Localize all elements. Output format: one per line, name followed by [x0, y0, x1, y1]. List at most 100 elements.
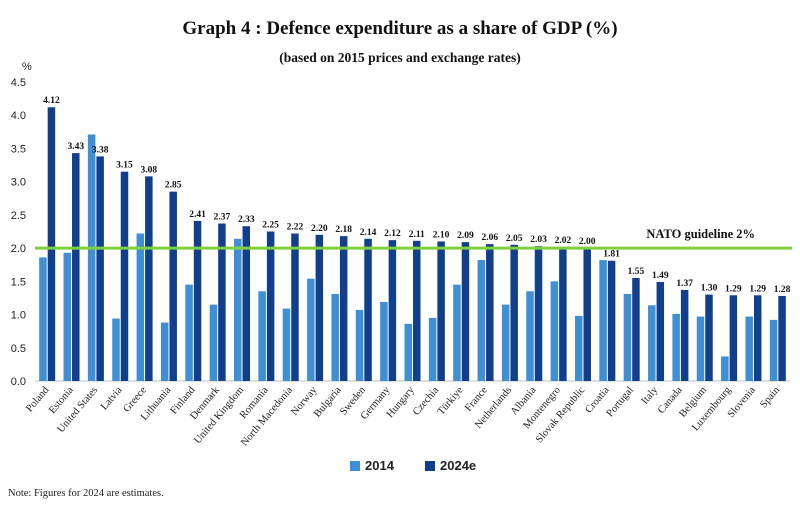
legend: 2014 2024e: [350, 458, 476, 473]
data-label-2024e: 1.29: [749, 284, 766, 294]
bar-2024e: [388, 240, 397, 381]
bar-2024e: [413, 240, 421, 381]
data-label-2024e: 3.43: [67, 142, 84, 152]
y-tick-label: 3.5: [11, 143, 26, 155]
bar-2014: [185, 284, 193, 381]
chart-subtitle: (based on 2015 prices and exchange rates…: [279, 50, 521, 65]
legend-label: 2014: [365, 458, 395, 473]
y-tick-label: 4.5: [11, 77, 26, 89]
bar-2024e: [632, 278, 640, 381]
data-label-2024e: 2.06: [482, 233, 499, 243]
legend-label: 2024e: [440, 458, 476, 473]
footnote: Note: Figures for 2024 are estimates.: [8, 488, 164, 499]
data-label-2024e: 1.49: [652, 271, 669, 281]
bar-2014: [477, 260, 486, 381]
y-tick-label: 3.0: [11, 177, 26, 189]
bars: [39, 107, 786, 381]
bar-2024e: [461, 242, 470, 381]
x-tick-label: Spain: [758, 384, 782, 410]
data-label-2024e: 2.05: [506, 234, 523, 244]
bar-2014: [550, 281, 559, 381]
y-tick-label: 1.5: [11, 276, 26, 288]
y-tick-label: 0.0: [11, 376, 26, 388]
bar-2014: [209, 304, 218, 381]
y-tick-label: 2.0: [11, 243, 26, 255]
bar-2024e: [680, 289, 689, 381]
bar-2024e: [364, 238, 372, 381]
bar-2014: [355, 309, 364, 381]
bar-2014: [136, 233, 145, 381]
bar-2014: [234, 238, 242, 381]
bar-2024e: [705, 294, 713, 381]
data-label-2024e: 2.00: [579, 237, 596, 247]
axes: 0.0 0.5 1.0 1.5 2.0 2.5 3.0 3.5 4.0 4.5: [11, 77, 790, 388]
data-label-2024e: 3.08: [141, 165, 158, 175]
bar-2014: [696, 316, 705, 381]
bar-2024e: [583, 248, 591, 381]
x-tick-label: Italy: [640, 384, 661, 406]
data-label-2024e: 1.28: [774, 285, 791, 295]
data-label-2024e: 2.12: [384, 229, 401, 239]
bar-2024e: [486, 244, 494, 381]
data-label-2024e: 2.20: [311, 224, 328, 234]
bar-2024e: [656, 281, 665, 381]
bar-2014: [404, 323, 412, 381]
data-label-2024e: 2.03: [530, 235, 547, 245]
data-label-2024e: 1.37: [676, 279, 693, 289]
bar-2014: [428, 317, 437, 381]
bar-2024e: [437, 241, 445, 381]
bar-2024e: [291, 233, 299, 381]
bar-2014: [623, 293, 632, 381]
bar-2014: [769, 319, 778, 381]
bar-2024e: [242, 226, 251, 381]
y-tick-label: 0.5: [11, 343, 26, 355]
reference-line-group: NATO guideline 2%: [35, 227, 792, 250]
bar-2014: [63, 252, 72, 381]
x-tick-label: Portugal: [605, 385, 636, 419]
data-label-2024e: 2.02: [555, 236, 572, 246]
x-tick-label: Czechia: [411, 385, 441, 418]
bar-2024e: [169, 191, 177, 381]
data-label-2024e: 1.29: [725, 284, 742, 294]
bar-2014: [574, 315, 583, 381]
data-label-2024e: 3.38: [92, 145, 109, 155]
bar-2014: [331, 293, 339, 381]
bar-2024e: [266, 231, 275, 381]
bar-2024e: [315, 234, 324, 381]
data-label-2024e: 2.41: [189, 210, 206, 220]
data-label-2024e: 2.18: [335, 225, 352, 235]
data-label-2024e: 1.81: [603, 250, 620, 260]
chart-title: Graph 4 : Defence expenditure as a share…: [182, 18, 617, 39]
bar-2014: [282, 308, 291, 381]
bar-2014: [258, 291, 266, 381]
data-label-2024e: 4.12: [43, 96, 60, 106]
bar-2014: [160, 322, 169, 381]
bar-2024e: [534, 246, 543, 381]
data-label-2024e: 1.30: [701, 284, 718, 294]
legend-swatch: [350, 461, 360, 471]
data-label-2024e: 2.85: [165, 181, 182, 191]
data-label-2024e: 2.33: [238, 215, 255, 225]
bar-2024e: [218, 223, 226, 381]
y-tick-label: 4.0: [11, 110, 26, 122]
data-label-2024e: 2.14: [360, 228, 377, 238]
bar-2014: [453, 284, 461, 381]
bar-2024e: [753, 295, 762, 381]
bar-2024e: [510, 244, 518, 381]
bar-2014: [672, 313, 680, 381]
bar-2014: [307, 278, 315, 381]
nato-guideline-label: NATO guideline 2%: [646, 227, 755, 241]
bar-2024e: [72, 153, 80, 381]
bar-2014: [648, 305, 656, 381]
bar-2014: [380, 301, 388, 381]
bar-2014: [745, 316, 753, 381]
bar-2024e: [96, 156, 104, 381]
bar-2024e: [193, 220, 202, 381]
bar-2014: [721, 356, 729, 381]
bar-2014: [39, 257, 47, 381]
y-axis-unit: %: [22, 61, 32, 73]
bar-2024e: [47, 107, 56, 381]
legend-swatch: [425, 461, 435, 471]
x-tick-label: Türkiye: [436, 385, 466, 418]
